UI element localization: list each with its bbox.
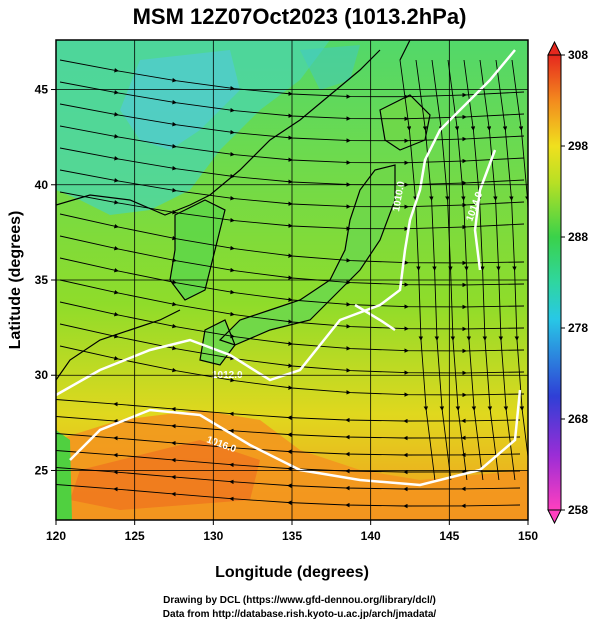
colorbar-min-arrow [547,509,562,525]
colorbar-tick-label: 308 [568,48,588,62]
x-axis-label: Longitude (degrees) [215,564,369,581]
x-tick-label: 125 [125,529,145,543]
y-tick-label: 45 [35,83,49,97]
colorbar: 308 298 288 278 268 258 [547,40,588,525]
map-title: MSM 12Z07Oct2023 (1013.2hPa) [132,4,467,29]
x-tick-label: 130 [203,529,223,543]
temperature-field: 1010.0 1012.0 1016.0 1014.0 [56,40,528,520]
colorbar-tick-label: 268 [568,412,588,426]
x-axis-ticks: 120 125 130 135 140 145 150 [46,520,538,543]
y-tick-label: 25 [35,463,49,477]
x-tick-label: 150 [518,529,538,543]
pressure-contours [56,49,522,487]
y-tick-label: 40 [35,178,49,192]
colorbar-tick-label: 288 [568,230,588,244]
y-axis-label: Latitude (degrees) [7,211,24,350]
y-tick-label: 35 [35,273,49,287]
contour-label-1010: 1010.0 [391,180,407,212]
colorbar-tick-label: 298 [568,139,588,153]
y-tick-label: 30 [35,368,49,382]
colorbar-tick-label: 278 [568,321,588,335]
credit-data: Data from http://database.rish.kyoto-u.a… [162,609,437,620]
x-tick-label: 140 [361,529,381,543]
credit-drawing: Drawing by DCL (https://www.gfd-dennou.o… [163,595,436,606]
lat-lon-grid [56,40,528,520]
x-tick-label: 135 [282,529,302,543]
colorbar-tick-label: 258 [568,503,588,517]
x-tick-label: 120 [46,529,66,543]
colorbar-max-arrow [547,40,562,56]
y-axis-ticks: 25 30 35 40 45 [35,83,56,477]
x-tick-label: 145 [439,529,459,543]
